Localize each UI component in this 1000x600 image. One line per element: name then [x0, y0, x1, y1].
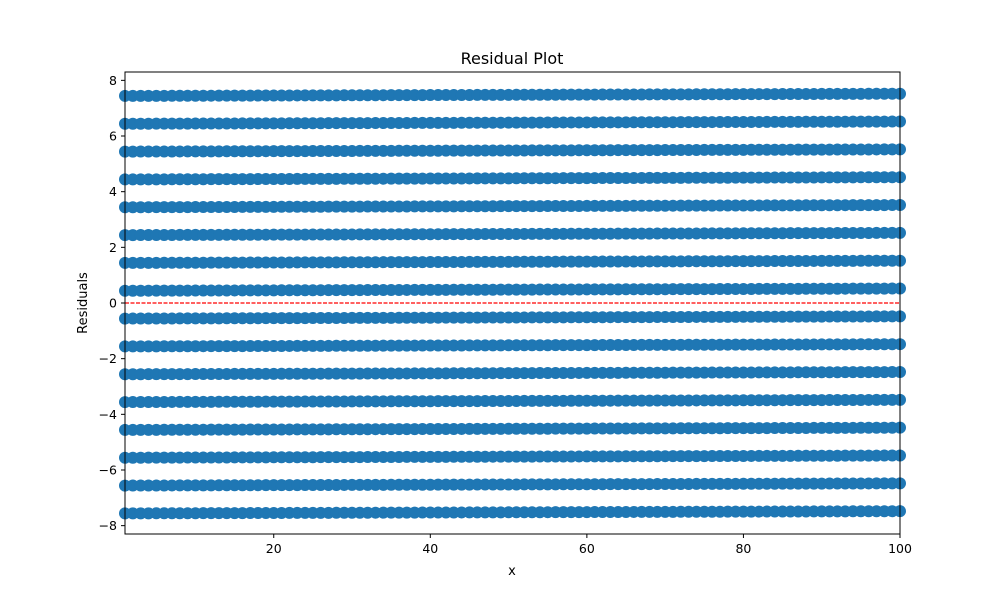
series-2	[119, 143, 906, 158]
y-tick-label: −6	[99, 462, 117, 477]
y-tick-label: 0	[109, 296, 117, 311]
series-8	[119, 310, 906, 325]
series-12	[119, 421, 906, 436]
y-tick-label: 8	[109, 73, 117, 88]
series-1	[119, 115, 906, 130]
y-tick-label: 6	[109, 129, 117, 144]
x-tick-label: 60	[579, 541, 595, 556]
x-axis-ticks: 20 40 60 80 100	[266, 534, 912, 556]
x-tick-label: 20	[266, 541, 282, 556]
y-axis-label: Residuals	[76, 272, 91, 334]
series-0	[119, 87, 906, 102]
series-7	[119, 282, 906, 297]
series-13	[119, 449, 906, 464]
series-11	[119, 393, 906, 409]
series-14	[119, 477, 906, 492]
series-4	[119, 199, 906, 214]
y-tick-label: 2	[109, 240, 117, 255]
x-tick-label: 80	[735, 541, 751, 556]
series-15	[119, 505, 906, 520]
chart-title: Residual Plot	[461, 49, 564, 68]
y-tick-label: 4	[109, 184, 117, 199]
series-5	[119, 226, 906, 242]
series-9	[119, 338, 906, 353]
x-axis-label: x	[508, 564, 516, 579]
y-tick-label: −4	[99, 407, 117, 422]
y-tick-label: −8	[99, 518, 117, 533]
x-tick-label: 40	[422, 541, 438, 556]
x-tick-label: 100	[888, 541, 912, 556]
series-6	[119, 254, 906, 269]
y-axis-ticks: −8 −6 −4 −2 0 2 4 6 8	[99, 73, 125, 533]
series-3	[119, 171, 906, 186]
scatter-points	[119, 87, 906, 520]
y-tick-label: −2	[99, 351, 117, 366]
series-10	[119, 366, 906, 381]
